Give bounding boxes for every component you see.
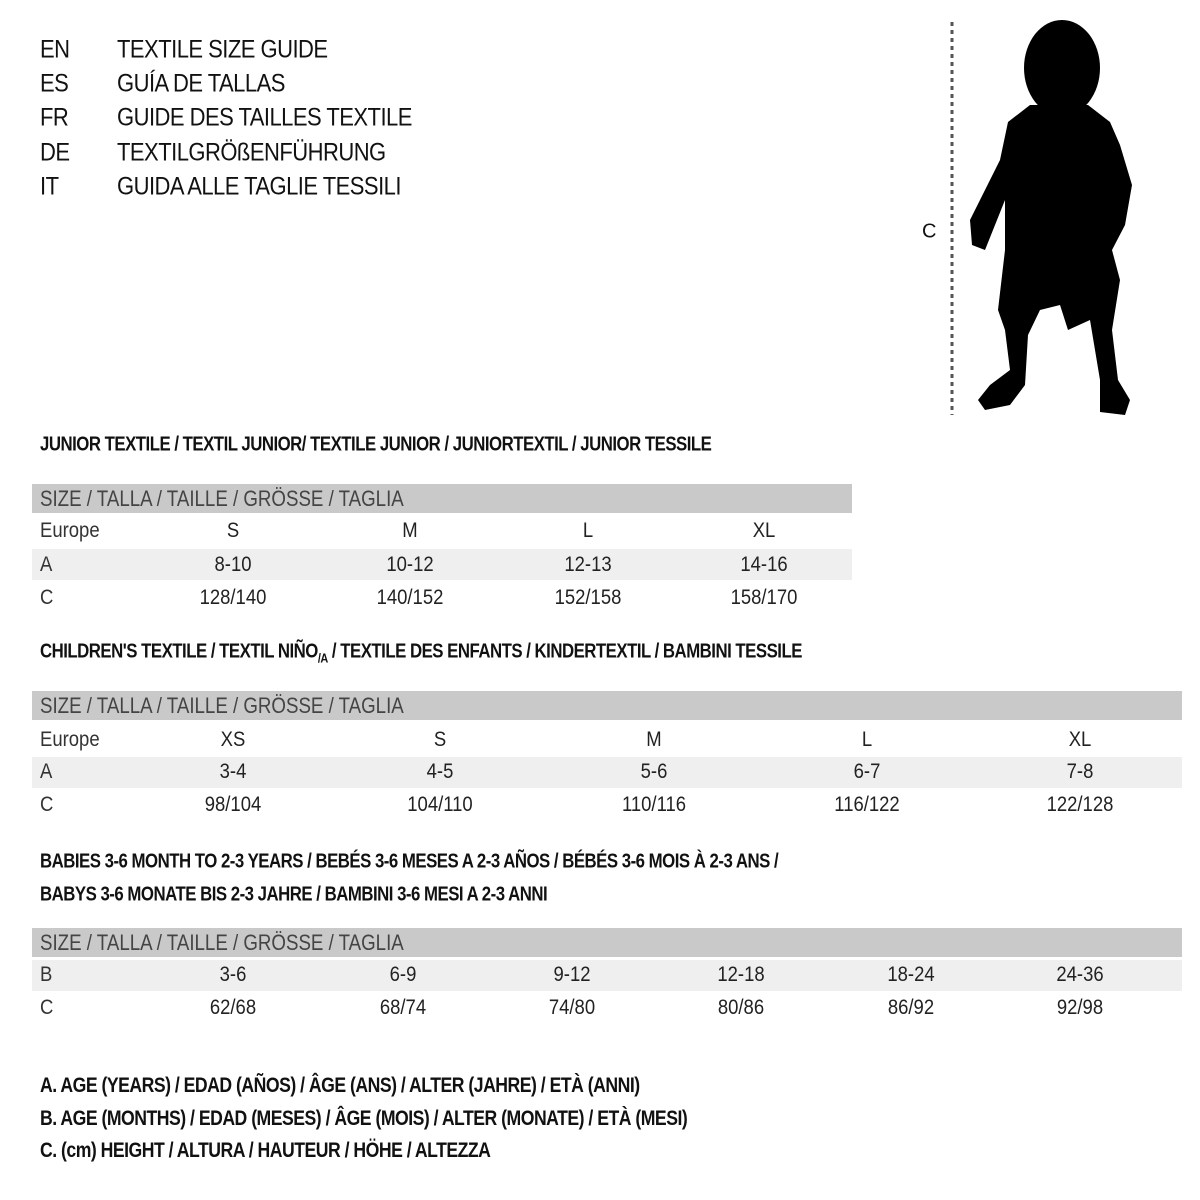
table-cell: 110/116 [621, 793, 687, 816]
babies-size-header: SIZE / TALLA / TAILLE / GRÖSSE / TAGLIA [32, 928, 1182, 957]
table-cell: 86/92 [887, 996, 935, 1019]
babies-section-title-line2: BABYS 3-6 MONATE BIS 2-3 JAHRE / BAMBINI… [40, 883, 548, 906]
row-label: B [40, 963, 53, 986]
table-cell: 7-8 [1066, 760, 1094, 783]
lang-code: EN [40, 35, 70, 64]
table-cell: 128/140 [199, 586, 267, 609]
table-cell: 140/152 [376, 586, 444, 609]
size-header-label: SIZE / TALLA / TAILLE / GRÖSSE / TAGLIA [40, 929, 404, 955]
table-cell: 74/80 [548, 996, 596, 1019]
table-cell: 158/170 [730, 586, 798, 609]
table-cell: 80/86 [717, 996, 765, 1019]
lang-title: GUÍA DE TALLAS [117, 69, 285, 98]
row-label: A [40, 553, 53, 576]
table-cell: 6-7 [853, 760, 881, 783]
table-cell: XS [220, 728, 246, 751]
table-cell: 116/122 [834, 793, 900, 816]
row-shading [32, 549, 852, 580]
table-cell: 3-4 [219, 760, 247, 783]
table-cell: 104/110 [407, 793, 473, 816]
table-cell: 14-16 [740, 553, 788, 576]
table-cell: 152/158 [554, 586, 622, 609]
lang-code: ES [40, 69, 69, 98]
table-cell: L [861, 728, 873, 751]
table-cell: XL [752, 519, 776, 542]
table-cell: 12-13 [564, 553, 612, 576]
table-cell: 8-10 [214, 553, 252, 576]
children-section-title: CHILDREN'S TEXTILE / TEXTIL NIÑO/A / TEX… [40, 640, 802, 666]
table-cell: 3-6 [219, 963, 247, 986]
row-shading [32, 960, 1182, 991]
measure-label: C [922, 220, 936, 243]
table-cell: XL [1068, 728, 1092, 751]
table-cell: 9-12 [553, 963, 591, 986]
row-label: C [40, 586, 54, 609]
child-silhouette-icon [950, 20, 1132, 415]
children-size-header: SIZE / TALLA / TAILLE / GRÖSSE / TAGLIA [32, 691, 1182, 720]
lang-title: TEXTILGRÖßENFÜHRUNG [117, 138, 386, 167]
table-cell: 122/128 [1046, 793, 1114, 816]
table-cell: M [402, 519, 418, 542]
table-cell: S [226, 519, 240, 542]
table-cell: L [582, 519, 594, 542]
head [1024, 20, 1100, 116]
legend-b: B. AGE (MONTHS) / EDAD (MESES) / ÂGE (MO… [40, 1107, 688, 1130]
table-cell: 5-6 [640, 760, 668, 783]
lang-title: TEXTILE SIZE GUIDE [117, 35, 328, 64]
body [970, 105, 1132, 415]
babies-section-title-line1: BABIES 3-6 MONTH TO 2-3 YEARS / BEBÉS 3-… [40, 850, 779, 873]
lang-code: IT [40, 172, 59, 201]
table-cell: 18-24 [887, 963, 935, 986]
table-cell: 68/74 [379, 996, 427, 1019]
legend-c: C. (cm) HEIGHT / ALTURA / HAUTEUR / HÖHE… [40, 1139, 491, 1162]
lang-code: DE [40, 138, 70, 167]
row-shading [32, 757, 1182, 788]
table-cell: S [433, 728, 447, 751]
junior-section-title: JUNIOR TEXTILE / TEXTIL JUNIOR/ TEXTILE … [40, 433, 712, 456]
table-cell: 10-12 [386, 553, 434, 576]
row-label: Europe [40, 728, 100, 751]
table-cell: M [646, 728, 662, 751]
lang-title: GUIDE DES TAILLES TEXTILE [117, 103, 412, 132]
table-cell: 98/104 [204, 793, 262, 816]
row-label: A [40, 760, 53, 783]
table-cell: 62/68 [209, 996, 257, 1019]
table-cell: 92/98 [1056, 996, 1104, 1019]
lang-title: GUIDA ALLE TAGLIE TESSILI [117, 172, 401, 201]
size-header-label: SIZE / TALLA / TAILLE / GRÖSSE / TAGLIA [40, 692, 404, 718]
size-header-label: SIZE / TALLA / TAILLE / GRÖSSE / TAGLIA [40, 485, 404, 511]
lang-code: FR [40, 103, 69, 132]
legend-a: A. AGE (YEARS) / EDAD (AÑOS) / ÂGE (ANS)… [40, 1074, 640, 1097]
row-label: C [40, 793, 54, 816]
row-label: Europe [40, 519, 100, 542]
junior-size-header: SIZE / TALLA / TAILLE / GRÖSSE / TAGLIA [32, 484, 852, 513]
row-label: C [40, 996, 54, 1019]
table-cell: 12-18 [717, 963, 765, 986]
table-cell: 4-5 [426, 760, 454, 783]
table-cell: 24-36 [1056, 963, 1104, 986]
table-cell: 6-9 [389, 963, 417, 986]
